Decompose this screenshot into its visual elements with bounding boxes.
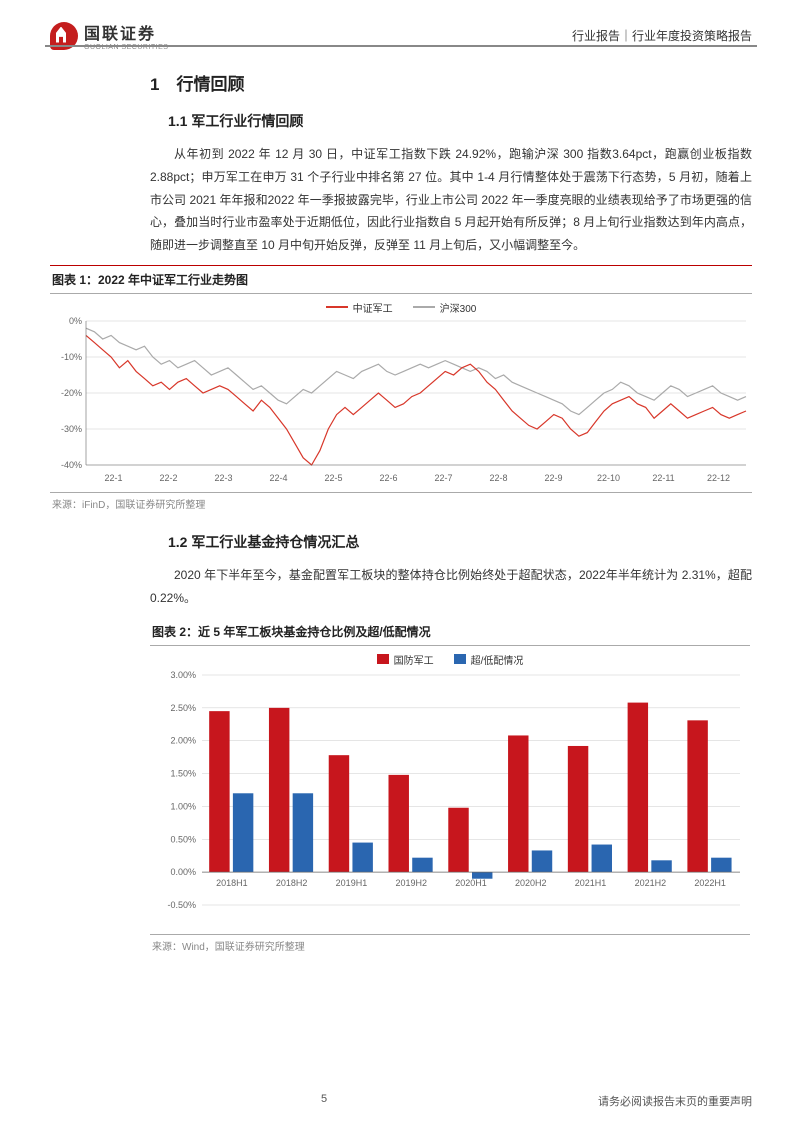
svg-text:2021H1: 2021H1 (575, 878, 607, 888)
figure-1-legend: 中证军工 沪深300 (50, 300, 752, 315)
svg-text:-0.50%: -0.50% (167, 900, 196, 910)
svg-text:1.50%: 1.50% (170, 768, 196, 778)
svg-text:22-7: 22-7 (434, 473, 452, 483)
svg-text:2.50%: 2.50% (170, 702, 196, 712)
svg-text:0.00%: 0.00% (170, 867, 196, 877)
line-chart: 0% -10% -20% -30% -40% 22-1 22-2 22-3 22-4 22-5 22… (50, 317, 752, 487)
svg-text:2.00%: 2.00% (170, 735, 196, 745)
section-1-2-para: 2020 年下半年至今，基金配置军工板块的整体持仓比例始终处于超配状态，2022… (150, 564, 752, 610)
figure-2-source: 来源：Wind，国联证券研究所整理 (150, 934, 750, 956)
svg-text:0.50%: 0.50% (170, 834, 196, 844)
svg-text:-20%: -20% (61, 388, 82, 398)
svg-text:2020H2: 2020H2 (515, 878, 547, 888)
svg-text:22-6: 22-6 (379, 473, 397, 483)
svg-text:2019H1: 2019H1 (336, 878, 368, 888)
svg-text:22-4: 22-4 (269, 473, 287, 483)
svg-text:1.00%: 1.00% (170, 801, 196, 811)
figure-2-legend: 国防军工 超/低配情况 (150, 652, 750, 667)
legend-label: 超/低配情况 (471, 652, 524, 667)
content-area: 1 行情回顾 1.1 军工行业行情回顾 从年初到 2022 年 12 月 30 … (150, 70, 752, 960)
svg-text:-10%: -10% (61, 352, 82, 362)
svg-text:2021H2: 2021H2 (635, 878, 667, 888)
svg-text:22-10: 22-10 (597, 473, 620, 483)
figure-2-title: 图表 2：近 5 年军工板块基金持仓比例及超/低配情况 (150, 618, 750, 646)
logo-cn-text: 国联证券 (84, 20, 168, 44)
page-number: 5 (321, 1093, 327, 1109)
svg-text:22-11: 22-11 (652, 473, 674, 483)
svg-text:2020H1: 2020H1 (455, 878, 487, 888)
svg-text:22-1: 22-1 (104, 473, 122, 483)
header-category: 行业报告｜行业年度投资策略报告 (572, 27, 752, 44)
figure-2: 图表 2：近 5 年军工板块基金持仓比例及超/低配情况 国防军工 超/低配情况 … (150, 618, 750, 956)
svg-text:22-3: 22-3 (214, 473, 232, 483)
svg-text:2018H2: 2018H2 (276, 878, 308, 888)
legend-label: 国防军工 (394, 652, 434, 667)
legend-label: 中证军工 (353, 300, 393, 315)
figure-1-title: 图表 1：2022 年中证军工行业走势图 (50, 265, 752, 294)
svg-text:3.00%: 3.00% (170, 670, 196, 680)
svg-text:22-12: 22-12 (707, 473, 730, 483)
svg-text:22-8: 22-8 (489, 473, 507, 483)
legend-item: 沪深300 (413, 300, 477, 315)
bar-chart: 3.00% 2.50% 2.00% 1.50% 1.00% 0.50% 0.00% -0.50… (150, 669, 750, 929)
section-1-title: 1 行情回顾 (150, 70, 752, 95)
svg-text:22-9: 22-9 (544, 473, 562, 483)
section-1-1-para: 从年初到 2022 年 12 月 30 日，中证军工指数下跌 24.92%，跑输… (150, 143, 752, 257)
legend-item: 中证军工 (326, 300, 393, 315)
figure-1-source: 来源：iFinD，国联证券研究所整理 (50, 492, 752, 514)
section-1-2-title: 1.2 军工行业基金持仓情况汇总 (150, 532, 752, 552)
svg-text:0%: 0% (69, 317, 82, 326)
svg-text:-30%: -30% (61, 424, 82, 434)
svg-text:22-2: 22-2 (159, 473, 177, 483)
figure-1: 图表 1：2022 年中证军工行业走势图 中证军工 沪深300 0% -10% -2… (50, 265, 752, 514)
legend-item: 国防军工 (377, 652, 434, 667)
svg-text:2019H2: 2019H2 (395, 878, 427, 888)
legend-item: 超/低配情况 (454, 652, 524, 667)
section-1-1-title: 1.1 军工行业行情回顾 (150, 111, 752, 131)
page-footer: 5 请务必阅读报告末页的重要声明 (50, 1093, 752, 1109)
svg-text:2022H1: 2022H1 (694, 878, 726, 888)
footer-note: 请务必阅读报告末页的重要声明 (598, 1093, 752, 1109)
svg-text:22-5: 22-5 (324, 473, 342, 483)
svg-text:2018H1: 2018H1 (216, 878, 248, 888)
legend-label: 沪深300 (440, 300, 477, 315)
svg-text:-40%: -40% (61, 460, 82, 470)
